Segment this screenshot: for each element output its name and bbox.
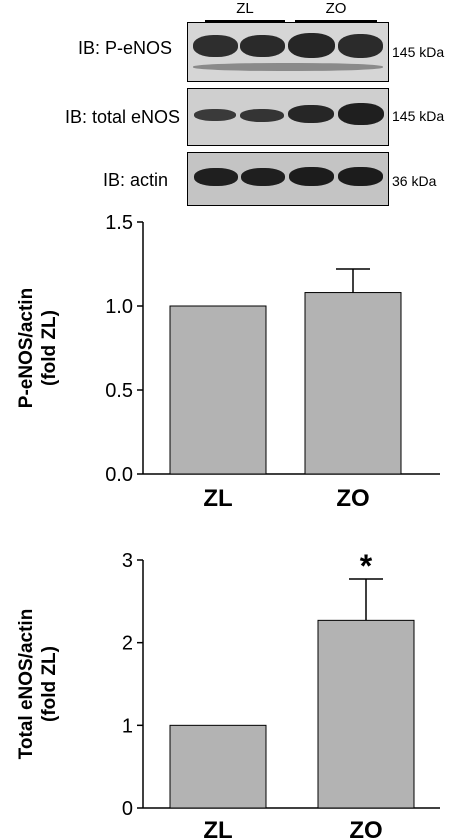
blot-row-size-p-enos: 145 kDa [392,44,445,60]
y-axis-label-unit: (fold ZL) [39,310,60,386]
blot-row-size-actin: 36 kDa [392,173,437,189]
bar-chart-p-enos: 0.0 0.5 1.0 1.5 ZL ZO P-eNOS/actin (fold ZL) [16,212,440,508]
x-category-label: ZO [349,817,382,838]
bar-zl [169,724,267,809]
y-axis-label: Total eNOS/actin [16,609,37,760]
blot-row-size-total-enos: 145 kDa [392,108,445,124]
y-tick-label: 2 [122,633,133,655]
y-axis-label: P-eNOS/actin [16,288,37,408]
y-tick-label: 0.0 [105,464,133,486]
blot-image-actin [187,152,389,206]
y-tick-label: 1.5 [105,212,133,234]
blot-row-label-actin: IB: actin [102,170,168,190]
blot-group-label-zl: ZL [236,0,254,17]
blot-image-p-enos [187,22,389,82]
blot-row-label-total-enos: IB: total eNOS [64,107,180,127]
x-category-label: ZL [203,817,232,838]
y-tick-label: 0 [122,798,133,820]
blot-image-total-enos [187,88,389,146]
bar-zl [169,305,267,475]
x-category-label: ZO [336,485,369,508]
blot-row-label-p-enos: IB: P-eNOS [77,38,172,58]
y-tick-label: 3 [122,550,133,572]
bar-chart-total-enos: 0 1 2 3 ZL ZO * Total eNOS/actin (fold ZL) [16,548,440,838]
blot-group-line-zl [205,20,285,23]
y-axis-label-unit: (fold ZL) [39,646,60,722]
x-category-label: ZL [203,485,232,508]
significance-annotation: * [360,548,373,584]
y-tick-label: 1.0 [105,296,133,318]
bar-zo [317,619,415,809]
y-tick-label: 0.5 [105,380,133,402]
y-tick-label: 1 [122,715,133,737]
bar-zo [304,292,402,475]
blot-group-label-zo: ZO [325,0,347,17]
blot-group-line-zo [295,20,377,23]
